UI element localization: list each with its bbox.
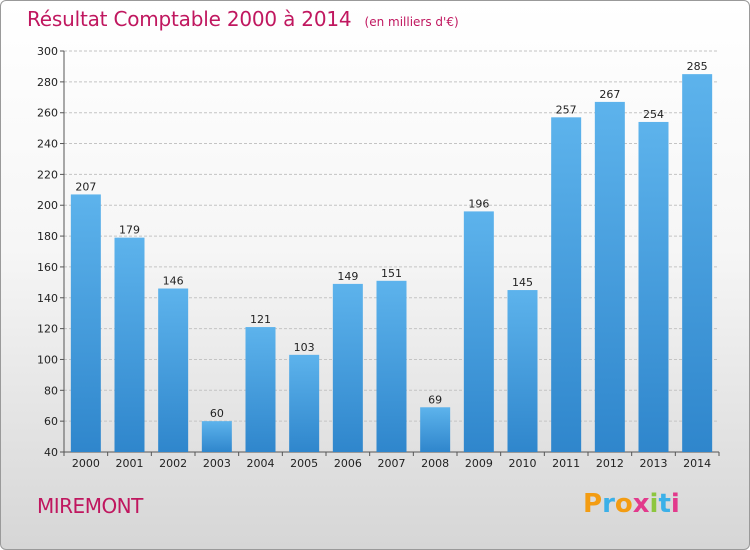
- value-label-2004: 121: [250, 313, 271, 326]
- bars: [70, 74, 713, 453]
- y-tick-label: 180: [37, 230, 58, 243]
- value-label-2008: 69: [428, 393, 442, 406]
- logo-letter: i: [649, 489, 659, 519]
- y-tick-label: 260: [37, 107, 58, 120]
- x-tick-label-2007: 2007: [378, 457, 406, 470]
- bar-2004: [245, 327, 276, 452]
- bar-2006: [332, 283, 363, 452]
- y-tick-label: 120: [37, 323, 58, 336]
- value-label-2012: 267: [599, 88, 620, 101]
- y-tick-label: 300: [37, 45, 58, 58]
- value-label-2001: 179: [119, 224, 140, 237]
- x-tick-label-2004: 2004: [247, 457, 275, 470]
- y-tick-label: 220: [37, 168, 58, 181]
- bar-2008: [420, 407, 451, 452]
- x-tick-label-2002: 2002: [159, 457, 187, 470]
- bar-2011: [551, 117, 582, 453]
- y-tick-label: 80: [44, 384, 58, 397]
- x-tick-label-2009: 2009: [465, 457, 493, 470]
- logo-letter: o: [614, 489, 633, 519]
- bar-2014: [682, 74, 713, 452]
- x-tick-label-2005: 2005: [290, 457, 318, 470]
- chart-unit: (en milliers d'€): [364, 15, 459, 29]
- bar-2007: [376, 280, 407, 452]
- x-tick-label-2003: 2003: [203, 457, 231, 470]
- y-tick-label: 240: [37, 138, 58, 151]
- commune-name: MIREMONT: [37, 494, 143, 518]
- logo-letter: r: [602, 489, 615, 519]
- value-label-2005: 103: [294, 341, 315, 354]
- logo-letter: P: [583, 489, 603, 519]
- labels: 40 60 80 100 120 140 160 180 200 220 240 260 280 300 2…: [37, 45, 711, 470]
- x-tick-label-2011: 2011: [552, 457, 580, 470]
- y-tick-label: 280: [37, 76, 58, 89]
- x-tick-label-2006: 2006: [334, 457, 362, 470]
- bar-2000: [70, 194, 101, 452]
- x-tick-label-2000: 2000: [72, 457, 100, 470]
- value-label-2006: 149: [337, 270, 358, 283]
- logo-letter: t: [658, 489, 671, 519]
- value-label-2013: 254: [643, 108, 664, 121]
- bar-2010: [507, 290, 538, 452]
- value-label-2009: 196: [468, 197, 489, 210]
- bar-2013: [638, 121, 669, 452]
- logo-letter: x: [632, 489, 650, 519]
- y-tick-label: 160: [37, 261, 58, 274]
- proxiti-logo: Proxiti: [583, 489, 680, 519]
- bar-2002: [158, 288, 189, 452]
- x-tick-label-2010: 2010: [509, 457, 537, 470]
- x-tick-label-2012: 2012: [596, 457, 624, 470]
- y-tick-label: 40: [44, 446, 58, 459]
- bar-2001: [114, 237, 145, 452]
- chart-title-row: Résultat Comptable 2000 à 2014 (en milli…: [27, 7, 459, 31]
- bar-2012: [594, 101, 625, 453]
- value-label-2000: 207: [75, 180, 96, 193]
- bar-2009: [463, 211, 494, 452]
- value-label-2007: 151: [381, 267, 402, 280]
- chart-title: Résultat Comptable 2000 à 2014: [27, 7, 352, 31]
- x-tick-label-2013: 2013: [640, 457, 668, 470]
- y-tick-label: 140: [37, 292, 58, 305]
- value-label-2014: 285: [687, 60, 708, 73]
- y-tick-label: 100: [37, 353, 58, 366]
- y-tick-label: 200: [37, 199, 58, 212]
- value-label-2002: 146: [163, 275, 184, 288]
- y-tick-label: 60: [44, 415, 58, 428]
- value-label-2010: 145: [512, 276, 533, 289]
- bar-2003: [201, 421, 232, 452]
- bar-2005: [289, 354, 320, 452]
- x-tick-label-2001: 2001: [116, 457, 144, 470]
- x-tick-label-2014: 2014: [683, 457, 711, 470]
- logo-letter: i: [670, 489, 680, 519]
- value-label-2003: 60: [210, 407, 224, 420]
- x-tick-label-2008: 2008: [421, 457, 449, 470]
- value-label-2011: 257: [556, 103, 577, 116]
